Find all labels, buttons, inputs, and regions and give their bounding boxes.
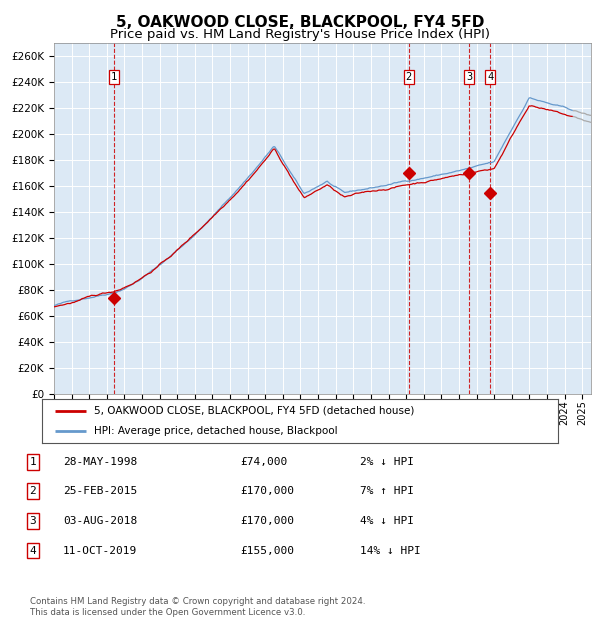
Text: 2% ↓ HPI: 2% ↓ HPI <box>360 457 414 467</box>
Text: £155,000: £155,000 <box>240 546 294 556</box>
Text: 4% ↓ HPI: 4% ↓ HPI <box>360 516 414 526</box>
Text: 1: 1 <box>29 457 37 467</box>
Text: 1: 1 <box>111 72 117 82</box>
Text: Price paid vs. HM Land Registry's House Price Index (HPI): Price paid vs. HM Land Registry's House … <box>110 28 490 40</box>
Text: 2: 2 <box>29 486 37 496</box>
Text: 7% ↑ HPI: 7% ↑ HPI <box>360 486 414 496</box>
Text: 11-OCT-2019: 11-OCT-2019 <box>63 546 137 556</box>
Text: 25-FEB-2015: 25-FEB-2015 <box>63 486 137 496</box>
Text: 3: 3 <box>466 72 472 82</box>
Text: 14% ↓ HPI: 14% ↓ HPI <box>360 546 421 556</box>
Text: 03-AUG-2018: 03-AUG-2018 <box>63 516 137 526</box>
Text: HPI: Average price, detached house, Blackpool: HPI: Average price, detached house, Blac… <box>94 426 337 436</box>
Text: £170,000: £170,000 <box>240 516 294 526</box>
Text: 4: 4 <box>487 72 493 82</box>
Text: 3: 3 <box>29 516 37 526</box>
Text: £170,000: £170,000 <box>240 486 294 496</box>
Text: 4: 4 <box>29 546 37 556</box>
Text: 5, OAKWOOD CLOSE, BLACKPOOL, FY4 5FD (detached house): 5, OAKWOOD CLOSE, BLACKPOOL, FY4 5FD (de… <box>94 405 414 416</box>
Text: 2: 2 <box>406 72 412 82</box>
Text: 5, OAKWOOD CLOSE, BLACKPOOL, FY4 5FD: 5, OAKWOOD CLOSE, BLACKPOOL, FY4 5FD <box>116 15 484 30</box>
Text: Contains HM Land Registry data © Crown copyright and database right 2024.
This d: Contains HM Land Registry data © Crown c… <box>30 598 365 617</box>
Text: 28-MAY-1998: 28-MAY-1998 <box>63 457 137 467</box>
Text: £74,000: £74,000 <box>240 457 287 467</box>
